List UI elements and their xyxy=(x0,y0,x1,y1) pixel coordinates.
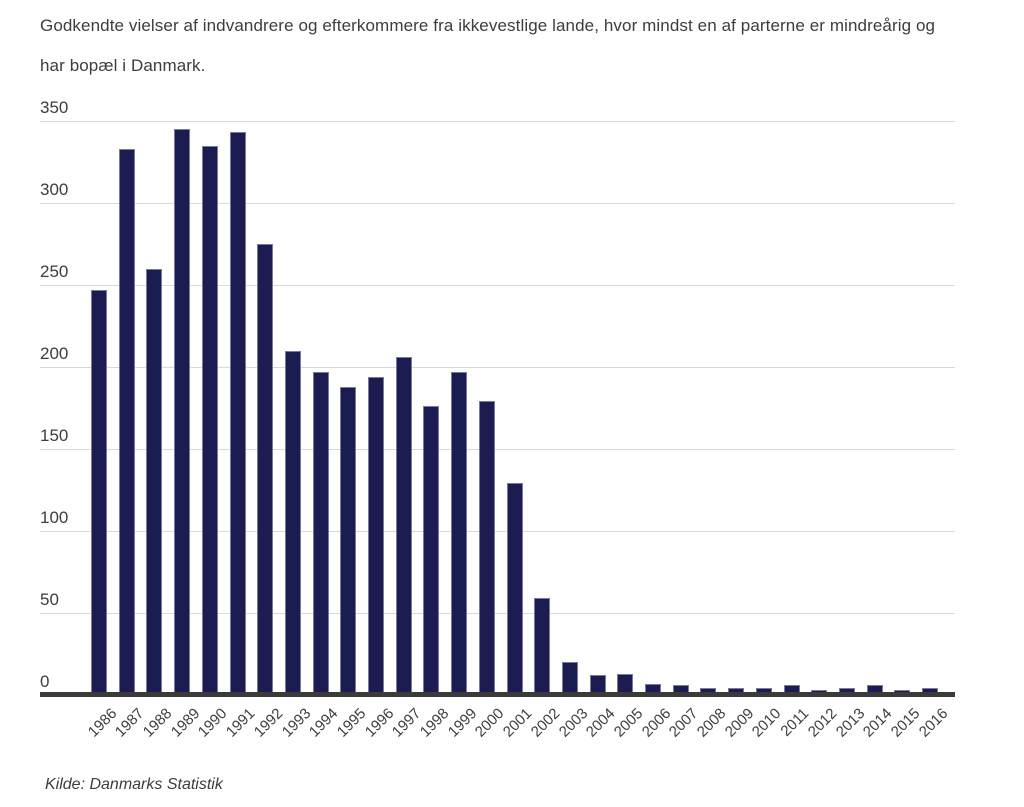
bar xyxy=(755,688,772,695)
bar xyxy=(201,146,218,695)
bar xyxy=(451,372,468,695)
bar xyxy=(257,244,274,695)
x-tick-label: 1991 xyxy=(222,705,259,741)
x-tick-label: 2002 xyxy=(527,705,564,741)
bar xyxy=(174,129,191,695)
bar xyxy=(284,351,301,695)
bar xyxy=(395,357,412,695)
x-tick-label: 2012 xyxy=(804,705,841,741)
x-tick-label: 1992 xyxy=(250,705,287,741)
bar xyxy=(423,406,440,695)
y-tick-label: 200 xyxy=(40,344,69,363)
gridline xyxy=(40,367,955,368)
bar xyxy=(922,688,938,695)
x-tick-label: 2015 xyxy=(887,705,924,741)
x-tick-label: 2007 xyxy=(666,705,702,741)
bar xyxy=(146,269,163,695)
y-tick-label: 100 xyxy=(40,508,69,527)
x-tick-label: 1998 xyxy=(416,705,453,741)
bar xyxy=(838,688,855,695)
x-tick-label: 1990 xyxy=(195,705,231,741)
bar xyxy=(118,149,135,695)
y-tick-label: 50 xyxy=(40,590,59,609)
x-tick-label: 2009 xyxy=(721,705,758,741)
x-tick-label: 2005 xyxy=(610,705,647,741)
x-tick-label: 2014 xyxy=(860,705,896,741)
x-tick-label: 2016 xyxy=(915,705,952,741)
y-tick-label: 0 xyxy=(40,672,50,691)
bar xyxy=(478,401,495,695)
x-tick-label: 2001 xyxy=(499,705,536,741)
bar xyxy=(728,688,745,695)
x-tick-label: 2013 xyxy=(832,705,868,741)
y-tick-label: 300 xyxy=(40,180,69,199)
x-tick-label: 1988 xyxy=(139,705,176,741)
source-note: Kilde: Danmarks Statistik xyxy=(45,776,223,793)
bar xyxy=(506,483,523,695)
gridline xyxy=(40,531,955,532)
gridline xyxy=(40,613,955,614)
gridline xyxy=(40,203,955,204)
y-tick-label: 350 xyxy=(40,98,69,117)
x-tick-label: 2003 xyxy=(555,705,591,741)
bar xyxy=(617,674,634,695)
x-axis-line xyxy=(40,692,955,697)
x-tick-label: 1997 xyxy=(389,705,425,741)
bar xyxy=(700,688,717,695)
x-tick-label: 1993 xyxy=(278,705,314,741)
x-tick-label: 2000 xyxy=(472,705,508,741)
x-tick-label: 2004 xyxy=(583,705,619,741)
x-tick-label: 2010 xyxy=(749,705,785,741)
bar xyxy=(866,685,883,695)
bar xyxy=(783,685,800,695)
bar xyxy=(645,684,661,695)
y-tick-label: 250 xyxy=(40,262,69,281)
x-tick-label: 1996 xyxy=(361,705,398,741)
chart-title: Godkendte vielser af indvandrere og efte… xyxy=(40,16,936,75)
bar xyxy=(672,685,689,695)
gridline xyxy=(40,285,955,286)
x-tick-label: 2011 xyxy=(777,705,813,740)
x-tick-label: 1995 xyxy=(333,705,370,741)
gridline xyxy=(40,121,955,122)
bar xyxy=(589,675,606,695)
plot-area: 350 300 250 200 150 100 50 0 1986 1987 1988 1989 199… xyxy=(40,98,955,741)
x-tick-label: 2006 xyxy=(638,705,675,741)
gridline xyxy=(40,449,955,450)
x-tick-label: 1989 xyxy=(167,705,204,741)
bar xyxy=(368,377,384,695)
y-tick-label: 150 xyxy=(40,426,69,445)
x-tick-label: 1994 xyxy=(306,705,342,741)
x-tick-label: 1987 xyxy=(112,705,148,741)
bar xyxy=(534,598,551,695)
bar xyxy=(561,662,578,695)
bar xyxy=(91,290,107,695)
x-tick-label: 1999 xyxy=(444,705,481,741)
bar xyxy=(340,387,357,695)
bar xyxy=(312,372,329,695)
x-tick-label: 2008 xyxy=(693,705,730,741)
x-tick-label: 1986 xyxy=(84,705,121,741)
bar xyxy=(229,132,246,695)
